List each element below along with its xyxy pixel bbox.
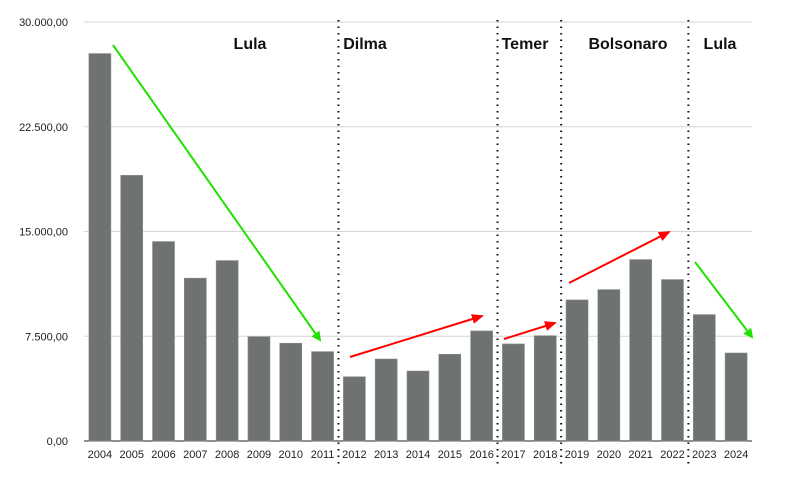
bar-2005: [120, 175, 144, 442]
x-tick-label: 2013: [374, 449, 398, 461]
bar-2014: [406, 370, 430, 442]
x-tick-label: 2004: [88, 449, 112, 461]
trend-arrow-up: [568, 231, 671, 284]
period-label: Lula: [234, 36, 267, 53]
x-tick-label: 2014: [406, 449, 430, 461]
y-tick-label: 7.500,00: [25, 331, 68, 343]
period-label: Temer: [502, 36, 549, 53]
x-tick-label: 2017: [501, 449, 525, 461]
y-tick-label: 30.000,00: [19, 17, 68, 29]
bar-2024: [724, 352, 748, 442]
x-tick-label: 2005: [119, 449, 143, 461]
bar-2016: [470, 330, 493, 442]
x-tick-label: 2007: [183, 449, 207, 461]
x-tick-label: 2008: [215, 449, 239, 461]
y-tick-label: 15.000,00: [19, 227, 68, 239]
x-tick-label: 2015: [438, 449, 462, 461]
x-tick-label: 2024: [724, 449, 748, 461]
period-label: Bolsonaro: [588, 36, 667, 53]
period-label: Dilma: [343, 36, 387, 53]
x-tick-label: 2009: [247, 449, 271, 461]
bar-2022: [661, 279, 684, 442]
x-tick-label: 2019: [565, 449, 589, 461]
bar-2007: [184, 277, 207, 442]
trend-arrow-down: [694, 261, 754, 339]
bar-2021: [629, 259, 652, 442]
x-tick-label: 2016: [469, 449, 493, 461]
trend-arrow-down: [112, 44, 322, 342]
x-tick-label: 2020: [597, 449, 621, 461]
x-tick-label: 2010: [279, 449, 303, 461]
trend-arrow-up: [349, 314, 484, 358]
bar-2017: [502, 343, 525, 442]
bar-2012: [343, 376, 366, 442]
x-tick-label: 2011: [311, 449, 335, 461]
x-tick-label: 2012: [342, 449, 366, 461]
bar-2023: [692, 314, 716, 442]
x-tick-label: 2021: [628, 449, 652, 461]
bar-2011: [311, 351, 334, 442]
bar-2015: [438, 353, 462, 442]
period-label: Lula: [704, 36, 737, 53]
x-tick-label: 2023: [692, 449, 716, 461]
bar-2008: [215, 260, 239, 442]
bar-2020: [597, 289, 621, 442]
x-tick-label: 2022: [660, 449, 684, 461]
bar-2019: [565, 299, 589, 442]
bar-2009: [247, 336, 271, 442]
bar-2010: [279, 342, 303, 442]
x-tick-label: 2018: [533, 449, 557, 461]
y-tick-label: 22.500,00: [19, 122, 68, 134]
bar-2013: [374, 358, 398, 442]
bar-2018: [533, 335, 557, 442]
bar-2004: [88, 53, 112, 442]
trend-arrow-up: [503, 321, 557, 340]
bar-2006: [152, 241, 175, 442]
y-tick-label: 0,00: [47, 436, 68, 448]
x-tick-label: 2006: [151, 449, 175, 461]
